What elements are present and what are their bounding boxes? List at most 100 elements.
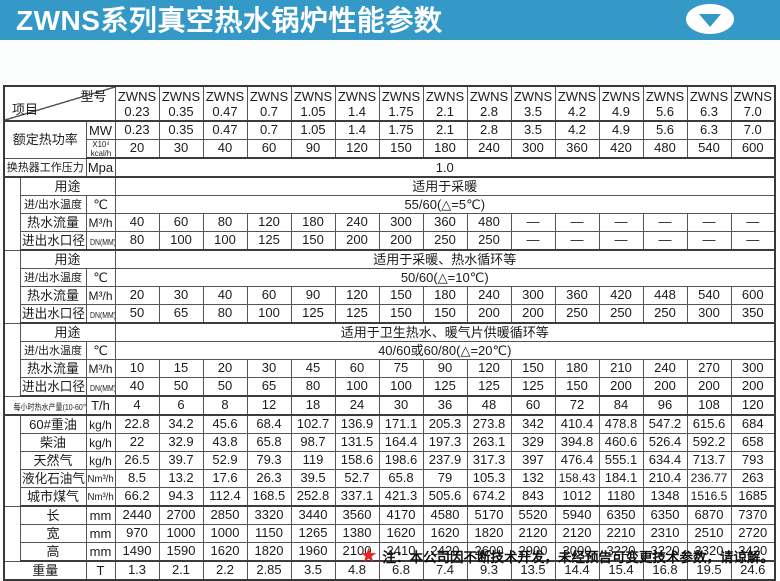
fuel-natural-gas-value: 634.4 [642, 451, 688, 470]
fuel-diesel-value: 263.1 [466, 433, 512, 452]
fuel-heavy-oil-60-unit: kg/h [85, 414, 116, 434]
group-c-usage: C 型 换 热 器 [3, 322, 21, 397]
a-pipe-diameter-value: 80 [114, 231, 160, 251]
fuel-diesel-value: 460.6 [598, 433, 644, 452]
model-header: ZWNS 2.8 [466, 85, 512, 122]
b-hot-water-flow-value: 180 [422, 286, 468, 305]
a-hot-water-flow-label: 热水流量 [19, 213, 87, 232]
hourly-hot-water-output-value: 8 [202, 395, 248, 416]
fuel-natural-gas-value: 397 [510, 451, 556, 470]
b-pipe-diameter-value: 125 [290, 304, 336, 324]
fuel-natural-gas-value: 237.9 [422, 451, 468, 470]
fuel-heavy-oil-60-value: 45.6 [202, 414, 248, 434]
dim-width-value: 2120 [510, 524, 556, 543]
fuel-diesel-label: 柴油 [19, 433, 87, 452]
fuel-lpg-label: 液化石油气 [19, 469, 87, 488]
model-header: ZWNS 1.4 [334, 85, 380, 122]
dim-length-value: 7370 [730, 505, 776, 525]
fuel-natural-gas-value: 198.6 [378, 451, 424, 470]
rated-power-mw-value: 4.2 [554, 120, 600, 140]
fuel-diesel-value: 32.9 [158, 433, 204, 452]
rated-power-kcal-unit: X10⁴ kcal/h [85, 139, 116, 159]
fuel-city-gas-label: 城市煤气 [19, 487, 87, 507]
c-hot-water-flow-value: 270 [686, 359, 732, 378]
model-header: ZWNS 2.1 [422, 85, 468, 122]
c-pipe-diameter-value: 40 [114, 377, 160, 397]
fuel-lpg-value: 236.77 [686, 469, 732, 488]
rated-power-kcal-value: 600 [730, 139, 776, 159]
model-header: ZWNS 6.3 [686, 85, 732, 122]
c-inlet-outlet-temp-label: 进/出水温度 [19, 341, 87, 360]
rated-power-mw-value: 0.47 [202, 120, 248, 140]
dim-length-value: 3320 [246, 505, 292, 525]
fuel-lpg-value: 210.4 [642, 469, 688, 488]
dim-length-value: 5940 [554, 505, 600, 525]
hourly-hot-water-output-value: 60 [510, 395, 556, 416]
b-hot-water-flow-value: 30 [158, 286, 204, 305]
rated-power-mw-value: 0.23 [114, 120, 160, 140]
fuel-natural-gas-value: 39.7 [158, 451, 204, 470]
a-hot-water-flow-value: 40 [114, 213, 160, 232]
fuel-natural-gas-label: 天然气 [19, 451, 87, 470]
b-hot-water-flow-unit: M³/h [85, 286, 116, 305]
collapse-button[interactable] [686, 4, 734, 34]
fuel-heavy-oil-60-label: 60#重油 [19, 414, 87, 434]
hourly-hot-water-output-value: 4 [114, 395, 160, 416]
fuel-natural-gas-value: 52.9 [202, 451, 248, 470]
a-pipe-diameter-value: — [642, 231, 688, 251]
page-title: ZWNS系列真空热水锅炉性能参数 [16, 5, 443, 36]
fuel-city-gas-value: 674.2 [466, 487, 512, 507]
a-hot-water-flow-unit: M³/h [85, 213, 116, 232]
dim-width-value: 2510 [686, 524, 732, 543]
c-pipe-diameter-value: 50 [158, 377, 204, 397]
fuel-diesel-value: 394.8 [554, 433, 600, 452]
group-b-usage: B 型 换 热 器 [3, 249, 21, 324]
fuel-lpg-value: 52.7 [334, 469, 380, 488]
fuel-lpg-value: 13.2 [158, 469, 204, 488]
fuel-heavy-oil-60-value: 171.1 [378, 414, 424, 434]
dim-height-value: 1590 [158, 542, 204, 562]
weight-value: 2.85 [246, 560, 292, 581]
fuel-lpg-unit: Nm³/h [85, 469, 116, 488]
c-pipe-diameter-value: 100 [334, 377, 380, 397]
group-a-usage: A 型 换 热 器 [3, 176, 21, 251]
b-pipe-diameter-value: 300 [686, 304, 732, 324]
b-pipe-diameter-value: 150 [378, 304, 424, 324]
model-header: ZWNS 0.23 [114, 85, 160, 122]
fuel-city-gas-value: 1516.5 [686, 487, 732, 507]
b-hot-water-flow-value: 240 [466, 286, 512, 305]
a-inlet-outlet-temp-unit: ℃ [85, 195, 116, 214]
dim-length-value: 5170 [466, 505, 512, 525]
rated-power-kcal-value: 60 [246, 139, 292, 159]
fuel-lpg-value: 184.1 [598, 469, 644, 488]
fuel-diesel-value: 98.7 [290, 433, 336, 452]
c-hot-water-flow-value: 90 [422, 359, 468, 378]
model-header: ZWNS 0.35 [158, 85, 204, 122]
c-pipe-diameter-label: 进出水口径 [19, 377, 87, 397]
c-hot-water-flow-label: 热水流量 [19, 359, 87, 378]
dim-width-value: 1150 [246, 524, 292, 543]
rated-power-kcal-value: 120 [334, 139, 380, 159]
c-pipe-diameter-value: 125 [422, 377, 468, 397]
rated-power-mw-value: 3.5 [510, 120, 556, 140]
fuel-lpg-value: 65.8 [378, 469, 424, 488]
fuel-city-gas-value: 112.4 [202, 487, 248, 507]
model-header: ZWNS 0.47 [202, 85, 248, 122]
c-pipe-diameter-value: 100 [378, 377, 424, 397]
model-header: ZWNS 0.7 [246, 85, 292, 122]
b-pipe-diameter-value: 80 [202, 304, 248, 324]
corner-label-model: 型号 [80, 89, 107, 104]
a-usage-label: 用途 [19, 176, 116, 196]
hourly-hot-water-output-value: 12 [246, 395, 292, 416]
hourly-hot-water-output-label: 每小时热水产量(10-60℃) [3, 395, 87, 416]
rated-power-mw-value: 2.8 [466, 120, 512, 140]
a-pipe-diameter-value: 150 [290, 231, 336, 251]
weight-label: 重量 [3, 560, 87, 581]
rated-power-kcal-value: 420 [598, 139, 644, 159]
hourly-hot-water-output-value: 36 [422, 395, 468, 416]
hourly-hot-water-output-value: 120 [730, 395, 776, 416]
dim-length-value: 6870 [686, 505, 732, 525]
fuel-natural-gas-value: 793 [730, 451, 776, 470]
a-pipe-diameter-value: 200 [334, 231, 380, 251]
fuel-natural-gas-value: 713.7 [686, 451, 732, 470]
